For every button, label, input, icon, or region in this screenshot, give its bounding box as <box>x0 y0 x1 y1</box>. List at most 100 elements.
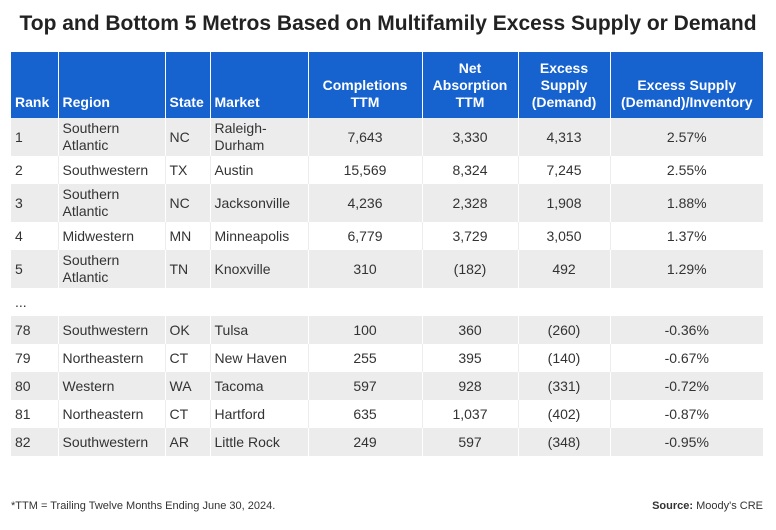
cell-completions: 100 <box>307 316 422 344</box>
cell-market: Austin <box>209 156 308 184</box>
cell-state: AR <box>164 428 210 456</box>
empty-cell <box>517 288 610 316</box>
cell-excess-supply: 492 <box>517 250 610 288</box>
header-completions: Completions TTM <box>307 52 422 118</box>
table-body: 1 Southern Atlantic NC Raleigh- Durham 7,643 3,… <box>11 118 763 456</box>
cell-rank: 82 <box>11 428 58 456</box>
cell-excess-ratio: 1.37% <box>609 222 763 250</box>
cell-market: New Haven <box>209 344 308 372</box>
cell-excess-supply: (348) <box>517 428 610 456</box>
cell-excess-ratio: -0.87% <box>609 400 763 428</box>
table-header-row: Rank Region State Market Completions TTM … <box>11 52 763 118</box>
source-value: Moody's CRE <box>696 500 763 512</box>
cell-completions: 310 <box>307 250 422 288</box>
cell-net-absorption: 1,037 <box>421 400 518 428</box>
source-label: Source: <box>652 500 694 512</box>
cell-state: CT <box>164 344 210 372</box>
cell-rank: 4 <box>11 222 58 250</box>
cell-rank: 78 <box>11 316 58 344</box>
table-row: 78 Southwestern OK Tulsa 100 360 (260) -0.36% <box>11 316 763 344</box>
header-rank: Rank <box>11 52 58 118</box>
cell-market: Jacksonville <box>209 184 308 222</box>
cell-rank: 80 <box>11 372 58 400</box>
cell-excess-ratio: 1.29% <box>609 250 763 288</box>
cell-market: Little Rock <box>209 428 308 456</box>
cell-net-absorption: 597 <box>421 428 518 456</box>
empty-cell <box>57 288 165 316</box>
cell-state: TX <box>164 156 210 184</box>
cell-excess-supply: (140) <box>517 344 610 372</box>
empty-cell <box>164 288 210 316</box>
cell-completions: 597 <box>307 372 422 400</box>
cell-region: Southern Atlantic <box>57 184 165 222</box>
cell-completions: 15,569 <box>307 156 422 184</box>
cell-state: TN <box>164 250 210 288</box>
cell-market: Minneapolis <box>209 222 308 250</box>
cell-market: Hartford <box>209 400 308 428</box>
cell-net-absorption: 2,328 <box>421 184 518 222</box>
cell-region: Southwestern <box>57 156 165 184</box>
table-row: 82 Southwestern AR Little Rock 249 597 (348) -0… <box>11 428 763 456</box>
cell-excess-supply: 3,050 <box>517 222 610 250</box>
header-excess-ratio: Excess Supply (Demand)/Inventory <box>609 52 763 118</box>
header-excess-supply: Excess Supply (Demand) <box>517 52 610 118</box>
footnote: *TTM = Trailing Twelve Months Ending Jun… <box>11 500 276 512</box>
source-note: Source: Moody's CRE <box>652 500 763 512</box>
cell-completions: 7,643 <box>307 118 422 156</box>
cell-excess-ratio: -0.36% <box>609 316 763 344</box>
empty-cell <box>609 288 763 316</box>
cell-region: Southwestern <box>57 316 165 344</box>
cell-net-absorption: 3,729 <box>421 222 518 250</box>
cell-net-absorption: 360 <box>421 316 518 344</box>
cell-net-absorption: 395 <box>421 344 518 372</box>
cell-completions: 255 <box>307 344 422 372</box>
cell-net-absorption: 8,324 <box>421 156 518 184</box>
cell-completions: 4,236 <box>307 184 422 222</box>
cell-rank: 2 <box>11 156 58 184</box>
table-row: 2 Southwestern TX Austin 15,569 8,324 7,245 2.5… <box>11 156 763 184</box>
cell-region: Southwestern <box>57 428 165 456</box>
cell-rank: 79 <box>11 344 58 372</box>
cell-excess-ratio: -0.72% <box>609 372 763 400</box>
ellipsis-cell: ... <box>11 288 58 316</box>
table-row: 81 Northeastern CT Hartford 635 1,037 (402) -0.… <box>11 400 763 428</box>
ellipsis-row: ... <box>11 288 763 316</box>
cell-market: Tulsa <box>209 316 308 344</box>
cell-state: OK <box>164 316 210 344</box>
cell-market: Tacoma <box>209 372 308 400</box>
cell-market: Raleigh- Durham <box>209 118 308 156</box>
cell-completions: 635 <box>307 400 422 428</box>
cell-rank: 3 <box>11 184 58 222</box>
cell-state: CT <box>164 400 210 428</box>
cell-state: NC <box>164 118 210 156</box>
header-market: Market <box>209 52 308 118</box>
metros-table: Rank Region State Market Completions TTM … <box>11 52 763 456</box>
cell-region: Midwestern <box>57 222 165 250</box>
cell-excess-supply: (260) <box>517 316 610 344</box>
cell-market: Knoxville <box>209 250 308 288</box>
cell-excess-ratio: 2.55% <box>609 156 763 184</box>
cell-net-absorption: (182) <box>421 250 518 288</box>
cell-state: MN <box>164 222 210 250</box>
cell-excess-supply: 4,313 <box>517 118 610 156</box>
empty-cell <box>307 288 422 316</box>
page-title: Top and Bottom 5 Metros Based on Multifa… <box>19 12 757 35</box>
cell-net-absorption: 3,330 <box>421 118 518 156</box>
cell-state: WA <box>164 372 210 400</box>
cell-region: Northeastern <box>57 400 165 428</box>
cell-state: NC <box>164 184 210 222</box>
header-state: State <box>164 52 210 118</box>
table-row: 5 Southern Atlantic TN Knoxville 310 (182) 492 1… <box>11 250 763 288</box>
cell-region: Northeastern <box>57 344 165 372</box>
cell-rank: 81 <box>11 400 58 428</box>
table-row: 79 Northeastern CT New Haven 255 395 (140) -0.6… <box>11 344 763 372</box>
cell-region: Western <box>57 372 165 400</box>
cell-excess-supply: (402) <box>517 400 610 428</box>
empty-cell <box>421 288 518 316</box>
cell-completions: 6,779 <box>307 222 422 250</box>
cell-excess-supply: 1,908 <box>517 184 610 222</box>
cell-excess-supply: 7,245 <box>517 156 610 184</box>
cell-rank: 1 <box>11 118 58 156</box>
header-net-absorption: Net Absorption TTM <box>421 52 518 118</box>
empty-cell <box>209 288 308 316</box>
